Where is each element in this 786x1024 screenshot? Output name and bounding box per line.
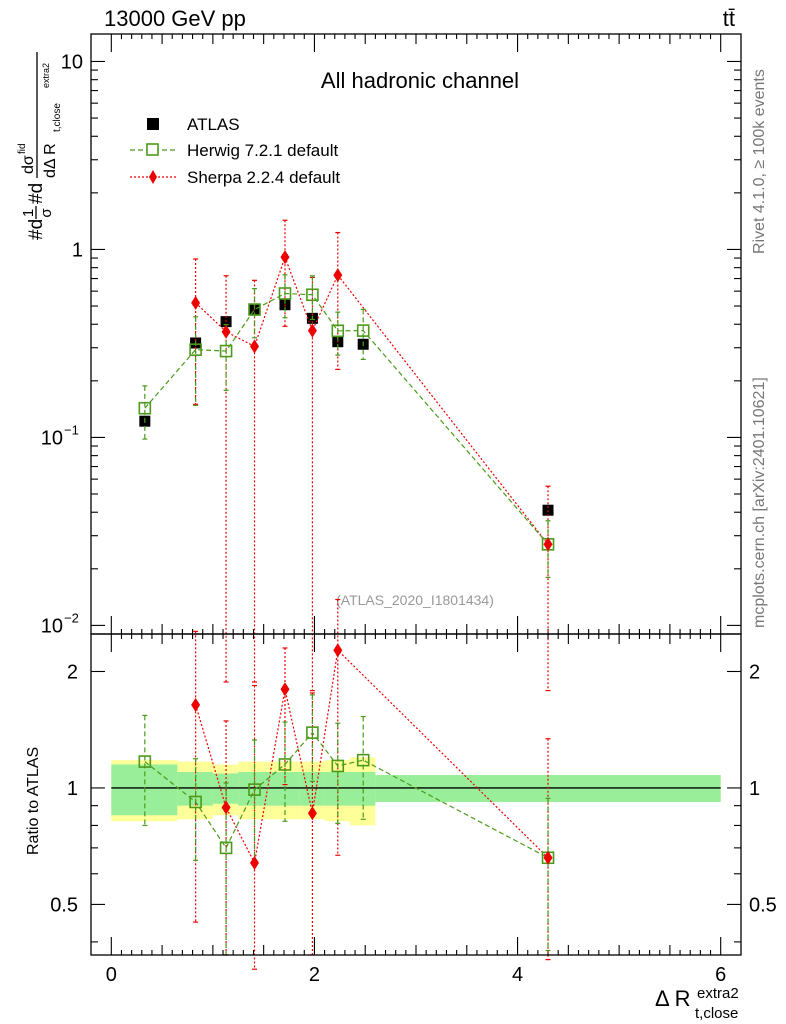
ylabel-frac1-den: σ (38, 208, 55, 218)
rivet-side-text: Rivet 4.1.0, ≥ 100k events (751, 69, 768, 254)
mcplots-side-text: mcplots.cern.ch [arXiv:2401.10621] (751, 377, 768, 628)
ratio-ytick-label-left: 0.5 (50, 894, 78, 916)
herwig-point (219, 344, 233, 358)
ylabel-frac2-den: dΔ R (42, 143, 59, 178)
ratio-frame (90, 633, 742, 956)
legend-herwig-label: Herwig 7.2.1 default (187, 141, 338, 160)
sherpa-point (191, 295, 201, 310)
sherpa-point (307, 323, 317, 338)
legend-atlas-label: ATLAS (187, 115, 240, 134)
herwig-ratio-point (189, 795, 202, 809)
xtick-label: 0 (106, 964, 117, 986)
ylabel-prefix: #d (26, 219, 47, 240)
herwig-point (248, 303, 261, 316)
herwig-ratio-point (306, 726, 319, 739)
x-axis-label: Δ R t,close extra2 (655, 985, 739, 1022)
ylabel-mid: #d (26, 183, 47, 204)
sherpa-point (250, 339, 260, 354)
ylabel-frac1-num: 1 (20, 209, 37, 217)
ratio-ytick-label-left: 2 (67, 661, 78, 683)
xlabel-sup: extra2 (697, 985, 739, 1002)
analysis-tag: (ATLAS_2020_I1801434) (336, 592, 494, 608)
sherpa-ratio-point (307, 806, 317, 821)
ratio-ytick-labels: 2 2 1 1 0.5 0.5 (50, 661, 777, 916)
legend-atlas-marker (147, 118, 159, 130)
ratio-band-inner (238, 771, 269, 806)
ratio-series (138, 598, 555, 970)
sherpa-ratio-line (195, 648, 549, 865)
herwig-line (144, 292, 549, 545)
herwig-point (189, 343, 202, 356)
xtick-label: 4 (512, 964, 523, 986)
main-ytick-label-exp: −1 (64, 422, 79, 437)
herwig-ratio-point (278, 758, 292, 771)
herwig-point (138, 401, 152, 415)
sherpa-line (195, 255, 549, 545)
main-ytick-label: 1 (72, 239, 83, 261)
herwig-ratio-point (248, 783, 261, 796)
sherpa-ratio-point (221, 800, 231, 815)
herwig-point (306, 288, 319, 302)
ratio-ylabel: Ratio to ATLAS (25, 747, 42, 855)
sherpa-ratio-point (280, 682, 290, 697)
herwig-point (356, 324, 370, 337)
xtick-label: 6 (715, 964, 726, 986)
legend-sherpa-marker (149, 170, 157, 184)
header-right: tt̄ (723, 6, 735, 31)
herwig-point (278, 287, 292, 300)
ylabel-frac2-den-sup: extra2 (41, 63, 51, 88)
sherpa-point (221, 324, 231, 339)
legend-herwig-marker (146, 143, 159, 156)
main-ytick-label-base: 10 (41, 427, 63, 449)
herwig-ratio-point (219, 841, 233, 855)
main-title: All hadronic channel (321, 68, 519, 93)
ylabel-frac2-num-sup: fid (17, 143, 28, 154)
herwig-ratio-point (138, 755, 152, 768)
ratio-bands (111, 757, 721, 826)
herwig-ratio-point (356, 753, 370, 767)
ratio-ytick-label-right: 2 (749, 661, 760, 683)
main-ytick-label-base: 10 (41, 615, 63, 637)
sherpa-ratio-point (333, 643, 343, 658)
xtick-labels: 0 2 4 6 (106, 964, 727, 986)
legend: ATLAS Herwig 7.2.1 default Sherpa 2.2.4 … (130, 115, 340, 187)
herwig-ratio-point (331, 759, 345, 773)
ratio-ytick-label-right: 0.5 (749, 894, 777, 916)
ratio-band-inner (268, 771, 300, 806)
main-ylabel: #d 1 σ #d dσ fid dΔ R t,close extra2 (17, 52, 63, 240)
sherpa-ratio-point (543, 850, 553, 865)
main-ytick-label: 10 (61, 51, 83, 73)
header-left: 13000 GeV pp (104, 6, 246, 31)
sherpa-point (543, 537, 553, 552)
ratio-ytick-label-left: 1 (67, 778, 78, 800)
xlabel-main: Δ R (655, 986, 690, 1011)
main-axis-ticks (91, 34, 741, 634)
ratio-panel: 2 2 1 1 0.5 0.5 (50, 598, 777, 970)
atlas-point (542, 504, 554, 516)
xlabel-sub: t,close (695, 1005, 738, 1022)
ratio-axis-ticks (91, 634, 741, 955)
sherpa-ratio-point (191, 697, 201, 712)
sherpa-point (280, 250, 290, 265)
xtick-label: 2 (309, 964, 320, 986)
ratio-ytick-label-right: 1 (749, 778, 760, 800)
sherpa-ratio-point (250, 855, 260, 870)
main-series (138, 219, 555, 692)
ylabel-frac2-den-sub: t,close (52, 103, 63, 132)
sherpa-point (333, 268, 343, 283)
ylabel-frac2-num: dσ (20, 155, 37, 174)
legend-sherpa-label: Sherpa 2.2.4 default (187, 168, 340, 187)
main-ytick-label-exp: −2 (64, 610, 79, 625)
herwig-point (331, 324, 345, 338)
